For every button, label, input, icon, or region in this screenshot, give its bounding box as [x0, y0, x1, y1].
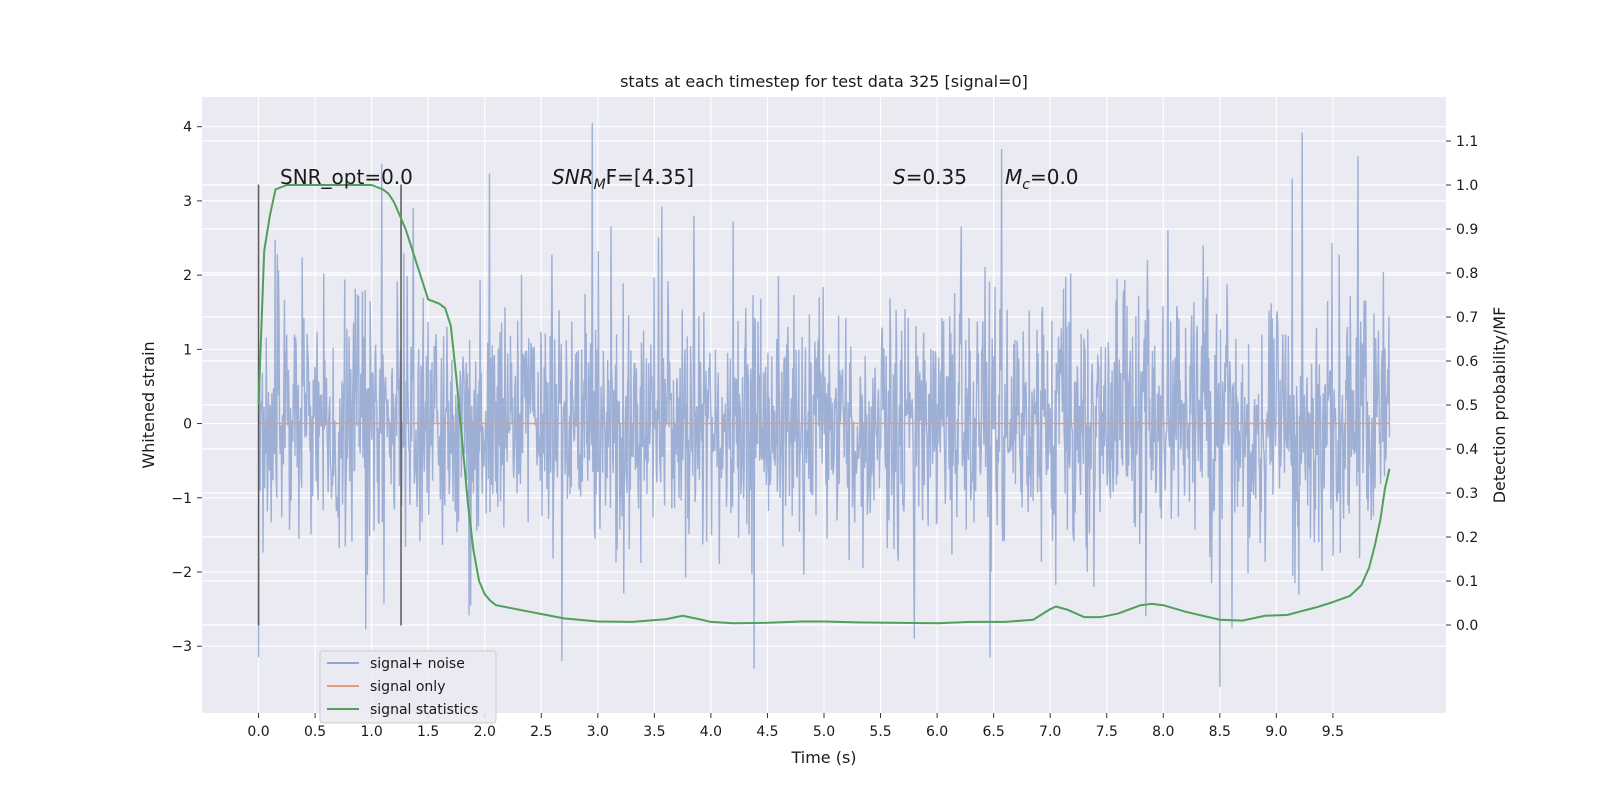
y2-tick-label-7: 0.7	[1456, 310, 1478, 326]
annotation-s-value: =0.35	[906, 165, 967, 189]
y-tick-label-6: 3	[183, 194, 192, 210]
annotation-snr-mf-suffix: F=[4.35]	[606, 165, 694, 189]
x-tick-label-16: 8.0	[1152, 724, 1174, 740]
x-tick-label-15: 7.5	[1096, 724, 1118, 740]
annotation-mc-prefix: M	[1005, 165, 1022, 189]
y2-tick-label-8: 0.8	[1456, 266, 1478, 282]
y2-tick-label-0: 0.0	[1456, 618, 1478, 634]
x-tick-label-3: 1.5	[417, 724, 439, 740]
y2-tick-label-1: 0.1	[1456, 574, 1478, 590]
annotation-mc-value: =0.0	[1030, 165, 1079, 189]
signal-statistics-line	[257, 184, 1391, 625]
y2-tick-label-3: 0.3	[1456, 486, 1478, 502]
x-tick-label-10: 5.0	[813, 724, 835, 740]
y2-tick-label-5: 0.5	[1456, 398, 1478, 414]
y2-axis-label: Detection probability/MF	[1490, 307, 1509, 504]
annotation-snr-mf: SNRMF=[4.35]	[552, 165, 694, 193]
x-tick-label-2: 1.0	[361, 724, 383, 740]
legend-label-stats: signal statistics	[370, 702, 478, 718]
annotation-snr-mf-sub: M	[594, 177, 606, 193]
x-tick-label-13: 6.5	[983, 724, 1005, 740]
x-tick-label-18: 9.0	[1265, 724, 1287, 740]
x-tick-label-1: 0.5	[304, 724, 326, 740]
x-tick-label-7: 3.5	[643, 724, 665, 740]
x-tick-label-17: 8.5	[1209, 724, 1231, 740]
x-tick-label-8: 4.0	[700, 724, 722, 740]
x-tick-label-0: 0.0	[247, 724, 269, 740]
x-tick-label-14: 7.0	[1039, 724, 1061, 740]
x-tick-label-5: 2.5	[530, 724, 552, 740]
legend-label-noise: signal+ noise	[370, 656, 465, 672]
legend-box	[319, 650, 497, 724]
y2-tick-label-9: 0.9	[1456, 222, 1478, 238]
chart-title: stats at each timestep for test data 325…	[620, 72, 1028, 91]
x-tick-label-19: 9.5	[1322, 724, 1344, 740]
annotation-mc: Mc=0.0	[1005, 165, 1079, 193]
annotation-mc-sub: c	[1022, 177, 1030, 193]
y-tick-label-7: 4	[183, 120, 192, 136]
vertical-markers	[257, 184, 402, 626]
y2-tick-label-4: 0.4	[1456, 442, 1478, 458]
legend-label-signal: signal only	[370, 679, 445, 695]
y-axis-label: Whitened strain	[139, 341, 158, 468]
y2-tick-label-11: 1.1	[1456, 134, 1478, 150]
x-tick-label-11: 5.5	[869, 724, 891, 740]
signal-statistics-series	[257, 184, 1391, 625]
y-tick-label-2: −1	[171, 491, 192, 507]
x-tick-label-9: 4.5	[756, 724, 778, 740]
signal-plus-noise-series	[257, 122, 1391, 688]
signal-plus-noise-line	[257, 122, 1391, 688]
annotation-snr-opt: SNR_opt=0.0	[280, 165, 413, 189]
y-tick-label-4: 1	[183, 342, 192, 358]
y2-tick-label-2: 0.2	[1456, 530, 1478, 546]
x-tick-label-6: 3.0	[587, 724, 609, 740]
y2-tick-label-6: 0.6	[1456, 354, 1478, 370]
y-tick-label-1: −2	[171, 565, 192, 581]
annotation-snr-mf-prefix: SNR	[552, 165, 594, 189]
y-tick-label-3: 0	[183, 417, 192, 433]
annotation-s-prefix: S	[893, 165, 906, 189]
y-tick-label-5: 2	[183, 268, 192, 284]
x-axis-ticks: 0.0 0.5 1.0 1.5 2.0 2.5 3.0 3.5 4.0 4.5 5.0 5.5 6.0 6…	[247, 713, 1344, 740]
x-tick-label-4: 2.0	[474, 724, 496, 740]
x-axis-label: Time (s)	[790, 748, 856, 767]
annotation-s: S=0.35	[893, 165, 967, 189]
y2-tick-label-10: 1.0	[1456, 178, 1478, 194]
y-axis-ticks: −3 −2 −1 0 1 2 3 4	[171, 120, 202, 655]
y2-axis-ticks: 0.0 0.1 0.2 0.3 0.4 0.5 0.6 0.7 0.8 0.9 1.0 1.1	[1446, 134, 1478, 634]
legend: signal+ noise signal only signal statist…	[319, 650, 497, 724]
x-tick-label-12: 6.0	[926, 724, 948, 740]
y-tick-label-0: −3	[171, 639, 192, 655]
